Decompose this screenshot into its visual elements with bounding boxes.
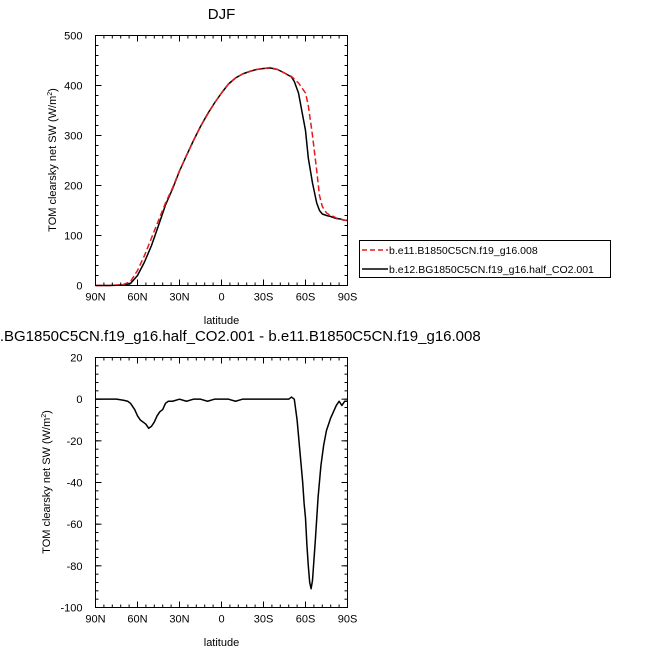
y-tick-label: 400 xyxy=(64,81,82,93)
bottom-panel-series xyxy=(95,396,348,590)
x-tick-label: 30N xyxy=(169,292,189,304)
y-tick-label: 200 xyxy=(64,181,82,193)
y-tick-label: 20 xyxy=(70,353,82,365)
y-tick-label: 0 xyxy=(76,281,82,293)
top-panel-xlabel: latitude xyxy=(204,315,239,327)
bottom-panel-title: b.e12.BG1850C5CN.f19_g16.half_CO2.001 - … xyxy=(0,328,481,345)
legend-box xyxy=(359,240,611,278)
bottom-panel-frame xyxy=(95,357,348,608)
y-tick-label: -80 xyxy=(67,561,83,573)
x-tick-label: 90N xyxy=(85,614,105,626)
y-tick-label: -20 xyxy=(67,436,83,448)
x-tick-label: 30S xyxy=(254,292,274,304)
top-panel-frame xyxy=(95,35,348,286)
top-panel-axes: 90N 60N 30N 0 30S 60S 90S 0 100 200 300 400 500 xyxy=(64,31,357,304)
x-tick-label: 60N xyxy=(127,292,147,304)
legend-label-series-1: b.e11.B1850C5CN.f19_g16.008 xyxy=(389,245,538,257)
y-tick-label: -100 xyxy=(60,603,82,615)
x-tick-label: 0 xyxy=(218,614,224,626)
x-tick-label: 60N xyxy=(127,614,147,626)
y-tick-label: -40 xyxy=(67,478,83,490)
bottom-series-line-1 xyxy=(95,396,348,590)
y-tick-label: 500 xyxy=(64,31,82,43)
bottom-panel-axes: 90N 60N 30N 0 30S 60S 90S -100 -80 -60 -40 -20 0 20 xyxy=(60,353,357,626)
y-tick-label: -60 xyxy=(67,519,83,531)
x-tick-label: 90S xyxy=(338,292,358,304)
x-tick-label: 60S xyxy=(296,614,316,626)
y-tick-label: 100 xyxy=(64,231,82,243)
x-tick-label: 0 xyxy=(218,292,224,304)
y-tick-label: 0 xyxy=(76,394,82,406)
x-tick-label: 90S xyxy=(338,614,358,626)
top-panel-series xyxy=(95,66,348,287)
bottom-panel: b.e12.BG1850C5CN.f19_g16.half_CO2.001 - … xyxy=(0,328,481,649)
x-tick-label: 30N xyxy=(169,614,189,626)
top-panel-title: DJF xyxy=(208,6,236,23)
bottom-panel-ylabel: TOM clearsky net SW (W/m2) xyxy=(41,410,53,554)
x-tick-label: 30S xyxy=(254,614,274,626)
top-series-line-1 xyxy=(95,66,348,287)
legend-label-series-2: b.e12.BG1850C5CN.f19_g16.half_CO2.001 xyxy=(389,264,594,276)
x-tick-label: 90N xyxy=(85,292,105,304)
y-tick-label: 300 xyxy=(64,131,82,143)
bottom-panel-xlabel: latitude xyxy=(204,637,239,649)
x-tick-label: 60S xyxy=(296,292,316,304)
top-panel: DJF 90N 60N 30N 0 30S 60S 90S0100200300400500 … xyxy=(47,6,357,327)
legend: b.e11.B1850C5CN.f19_g16.008 b.e12.BG1850… xyxy=(359,240,611,278)
top-panel-ylabel: TOM clearsky net SW (W/m2) xyxy=(47,88,59,232)
top-series-line-2 xyxy=(95,67,348,287)
